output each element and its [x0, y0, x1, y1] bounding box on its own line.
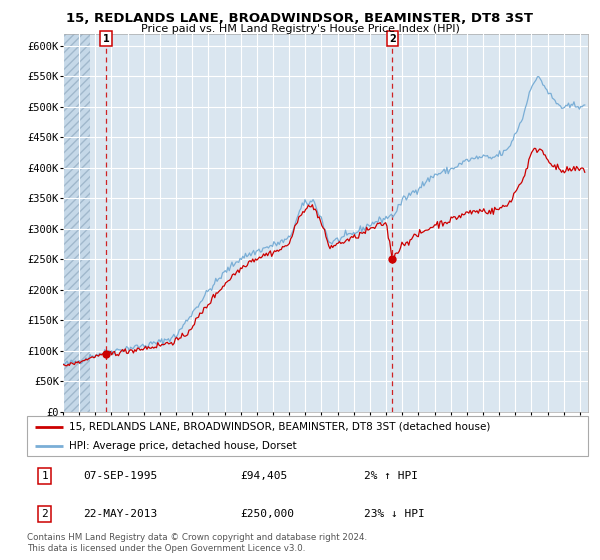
Text: 07-SEP-1995: 07-SEP-1995 — [83, 471, 157, 481]
Text: £250,000: £250,000 — [240, 509, 294, 519]
FancyBboxPatch shape — [27, 416, 588, 456]
Text: 15, REDLANDS LANE, BROADWINDSOR, BEAMINSTER, DT8 3ST (detached house): 15, REDLANDS LANE, BROADWINDSOR, BEAMINS… — [69, 422, 490, 432]
Text: 23% ↓ HPI: 23% ↓ HPI — [364, 509, 424, 519]
Polygon shape — [63, 34, 91, 412]
Text: £94,405: £94,405 — [240, 471, 287, 481]
Text: 1: 1 — [103, 34, 110, 44]
Text: Contains HM Land Registry data © Crown copyright and database right 2024.
This d: Contains HM Land Registry data © Crown c… — [27, 533, 367, 553]
Text: 1: 1 — [41, 471, 49, 481]
Text: 2: 2 — [41, 509, 49, 519]
Text: 2% ↑ HPI: 2% ↑ HPI — [364, 471, 418, 481]
Text: HPI: Average price, detached house, Dorset: HPI: Average price, detached house, Dors… — [69, 441, 296, 451]
Text: 22-MAY-2013: 22-MAY-2013 — [83, 509, 157, 519]
Text: 15, REDLANDS LANE, BROADWINDSOR, BEAMINSTER, DT8 3ST: 15, REDLANDS LANE, BROADWINDSOR, BEAMINS… — [67, 12, 533, 25]
Text: Price paid vs. HM Land Registry's House Price Index (HPI): Price paid vs. HM Land Registry's House … — [140, 24, 460, 34]
Text: 2: 2 — [389, 34, 396, 44]
